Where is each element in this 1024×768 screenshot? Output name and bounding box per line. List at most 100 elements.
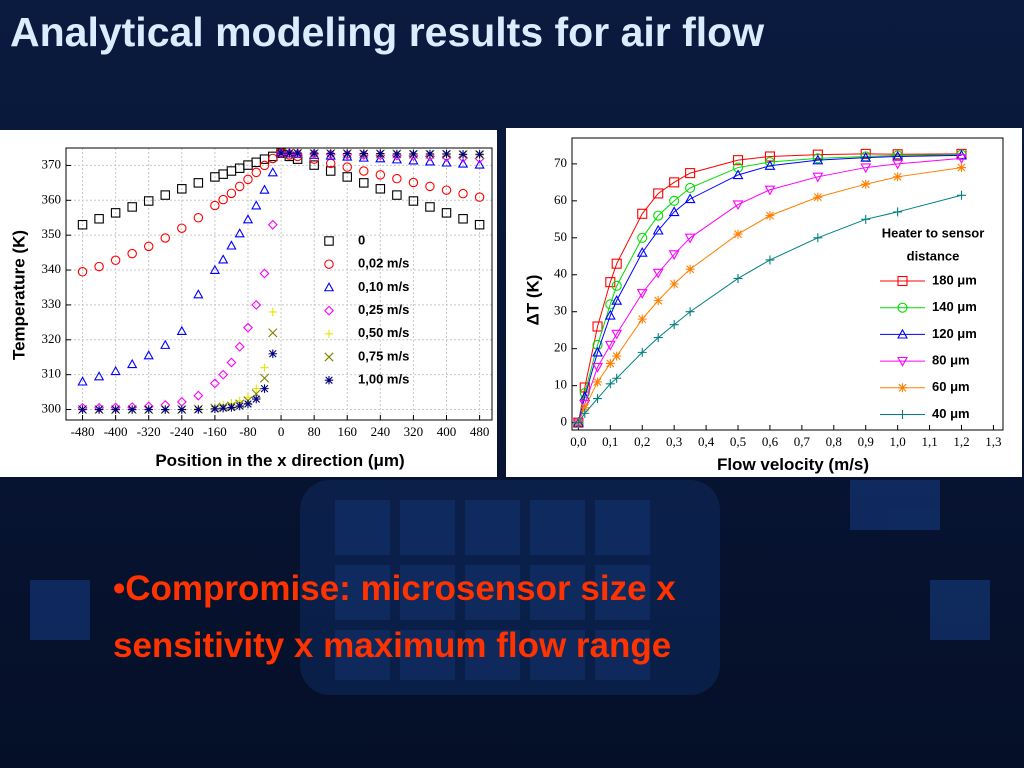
- marker: [193, 289, 204, 299]
- marker: [94, 214, 104, 224]
- x-tick-label: 0,5: [730, 434, 746, 449]
- marker: [408, 177, 419, 188]
- marker: [193, 390, 204, 401]
- x-tick-label: 0,7: [794, 434, 811, 449]
- legend-marker: [897, 302, 908, 313]
- y-tick-label: 370: [42, 156, 62, 171]
- marker: [325, 149, 336, 160]
- slide-title: Analytical modeling results for air flow: [10, 9, 764, 55]
- marker: [110, 208, 121, 218]
- marker: [765, 255, 775, 265]
- marker: [375, 184, 386, 194]
- x-tick-label: 400: [437, 424, 457, 439]
- marker: [359, 166, 369, 176]
- marker: [144, 405, 153, 414]
- marker: [260, 384, 269, 393]
- marker: [251, 167, 262, 178]
- legend-marker: [324, 329, 334, 338]
- marker: [325, 166, 336, 176]
- marker: [732, 155, 744, 166]
- marker: [592, 339, 603, 351]
- marker: [408, 196, 419, 206]
- marker: [209, 264, 221, 274]
- series-line: [577, 157, 962, 423]
- marker: [251, 200, 262, 210]
- marker: [892, 159, 904, 170]
- marker: [593, 394, 603, 404]
- legend-marker: [324, 305, 334, 316]
- marker: [309, 148, 320, 159]
- marker: [652, 268, 664, 279]
- legend-marker: [897, 356, 908, 367]
- y-axis-label: Temperature (K): [9, 230, 28, 360]
- marker: [652, 224, 664, 235]
- marker: [637, 314, 647, 324]
- marker: [592, 346, 603, 357]
- marker: [733, 273, 743, 283]
- marker: [342, 162, 352, 172]
- legend-marker: [324, 259, 334, 269]
- marker: [235, 401, 244, 411]
- y-tick-label: 0: [561, 414, 568, 429]
- marker: [764, 160, 776, 170]
- marker: [193, 212, 204, 223]
- marker: [424, 156, 436, 166]
- marker: [110, 365, 121, 376]
- marker: [392, 190, 402, 200]
- y-tick-label: 30: [554, 303, 567, 318]
- marker: [732, 169, 744, 180]
- bullet-text: sensitivity x maximum flow range: [113, 626, 671, 665]
- marker: [637, 347, 647, 357]
- series-line: [577, 154, 962, 423]
- marker: [441, 208, 452, 218]
- x-tick-label: 0,6: [762, 434, 779, 449]
- decoration: [30, 480, 990, 695]
- y-tick-label: 320: [42, 331, 62, 346]
- marker: [956, 154, 967, 164]
- marker: [425, 181, 435, 192]
- marker: [392, 173, 402, 184]
- x-tick-label: 0,4: [698, 434, 715, 449]
- marker: [160, 190, 171, 200]
- marker: [376, 149, 385, 158]
- marker: [177, 223, 187, 233]
- marker: [218, 403, 228, 413]
- marker: [268, 349, 277, 358]
- x-tick-label: 0,2: [634, 434, 650, 449]
- marker: [408, 155, 419, 165]
- x-tick-label: 480: [470, 424, 490, 439]
- x-tick-label: 240: [371, 424, 391, 439]
- marker: [194, 405, 203, 414]
- marker: [259, 268, 270, 279]
- chart-panel: [506, 128, 1022, 477]
- x-tick-label: 1,2: [953, 434, 969, 449]
- x-tick-label: 0,8: [826, 434, 842, 449]
- marker: [813, 192, 823, 202]
- marker: [579, 399, 591, 410]
- x-tick-label: 1,3: [985, 434, 1001, 449]
- marker: [860, 151, 872, 162]
- y-tick-label: 10: [554, 377, 567, 392]
- marker: [764, 156, 775, 168]
- marker: [392, 149, 402, 159]
- marker: [309, 160, 319, 170]
- marker: [861, 179, 871, 189]
- y-tick-label: 350: [42, 226, 62, 241]
- marker: [442, 149, 451, 159]
- marker: [267, 219, 278, 230]
- x-tick-label: -320: [137, 424, 161, 439]
- marker: [653, 296, 663, 306]
- x-tick-label: -80: [239, 424, 256, 439]
- legend-label: 0,02 m/s: [358, 256, 409, 271]
- marker: [812, 154, 824, 165]
- marker: [359, 178, 369, 188]
- marker: [259, 184, 270, 194]
- legend-label: 0,25 m/s: [358, 302, 409, 317]
- marker: [252, 394, 261, 404]
- marker: [612, 351, 622, 361]
- marker: [458, 214, 468, 224]
- marker: [604, 340, 616, 351]
- x-tick-label: 0,9: [858, 434, 874, 449]
- marker: [668, 206, 680, 217]
